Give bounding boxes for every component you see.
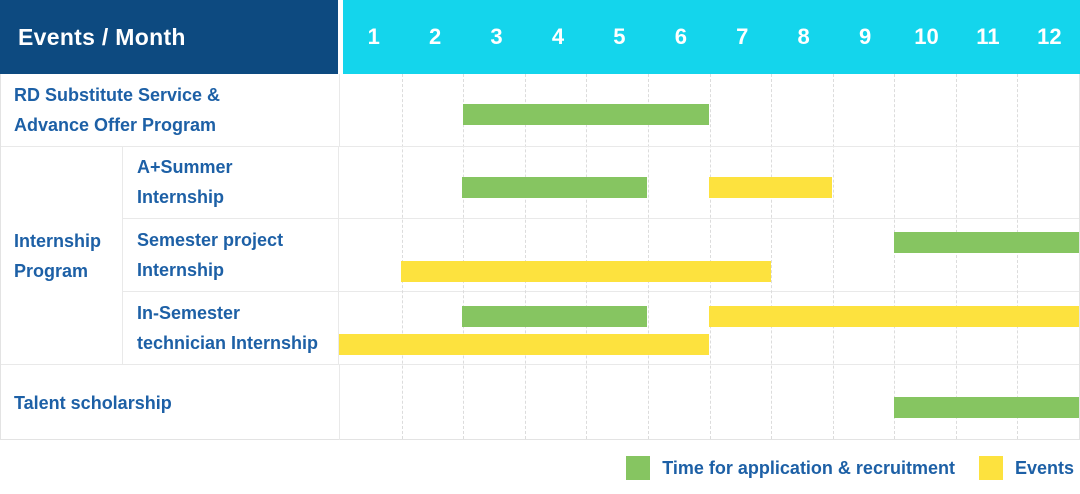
- month-gridlines: [340, 74, 1079, 439]
- legend: Time for application & recruitment Events: [626, 456, 1074, 480]
- month-label-8: 8: [797, 24, 810, 49]
- month-label-1: 1: [367, 24, 380, 49]
- label-line: Internship: [137, 260, 225, 280]
- group-label: Internship Program: [1, 147, 123, 364]
- grid-line: [1017, 74, 1019, 439]
- grid-line: [524, 74, 526, 439]
- row-timeline: [340, 74, 1079, 146]
- month-label-5: 5: [613, 24, 626, 49]
- month-label-7: 7: [736, 24, 749, 49]
- gantt-bar-green-m10-m12: [894, 396, 1079, 418]
- month-header: 1 2 3 4 5 6 7 8 9 10 11 12: [343, 0, 1080, 74]
- schedule-table-body: RD Substitute Service & Advance Offer Pro…: [0, 74, 1080, 440]
- row-label: Semester project Internship: [123, 218, 339, 292]
- label-line: Program: [14, 260, 89, 281]
- grid-line: [832, 74, 834, 439]
- row-timeline: [340, 365, 1079, 440]
- label-line: Advance Offer Program: [14, 115, 217, 135]
- label-line: A+Summer: [137, 157, 233, 178]
- month-label-12: 12: [1037, 24, 1062, 49]
- month-label-2: 2: [429, 24, 442, 49]
- header-divider: [338, 0, 343, 74]
- table-row: In-Semester technician Internship: [123, 292, 1079, 364]
- month-label-3: 3: [490, 24, 503, 49]
- table-row: Talent scholarship: [1, 365, 1079, 440]
- internship-program-group: Internship Program A+Summer Internship Semes…: [1, 147, 1079, 365]
- grid-line: [771, 74, 773, 439]
- label-line: Semester project: [137, 230, 284, 250]
- gantt-bar-yellow-m7-m12: [709, 305, 1079, 327]
- label-line: Internship: [14, 230, 102, 251]
- legend-item-yellow: Events: [978, 456, 1074, 480]
- row-label: A+Summer Internship: [123, 147, 339, 218]
- table-row: A+Summer Internship: [123, 147, 1079, 219]
- row-label: Talent scholarship: [1, 365, 340, 440]
- legend-label: Events: [1014, 457, 1074, 478]
- label-line: RD Substitute Service &: [14, 85, 221, 105]
- gantt-bar-green-m10-m12: [894, 232, 1079, 254]
- grid-line: [401, 74, 403, 439]
- gantt-bar-yellow-m7-m8: [709, 176, 833, 198]
- month-label-6: 6: [674, 24, 687, 49]
- month-label-10: 10: [914, 24, 939, 49]
- grid-line: [894, 74, 896, 439]
- label-line: In-Semester: [137, 303, 241, 324]
- grid-line: [586, 74, 588, 439]
- table-row: Semester project Internship: [123, 218, 1079, 293]
- row-timeline: [339, 219, 1079, 292]
- legend-label: Time for application & recruitment: [662, 457, 955, 478]
- grid-line: [463, 74, 465, 439]
- grid-line: [709, 74, 711, 439]
- grid-line: [647, 74, 649, 439]
- label-line: Internship: [137, 187, 225, 208]
- month-label-11: 11: [976, 24, 1000, 49]
- events-month-header: Events / Month: [0, 0, 338, 74]
- month-label-4: 4: [551, 24, 565, 49]
- month-label-9: 9: [858, 24, 872, 49]
- legend-item-green: Time for application & recruitment: [626, 456, 955, 480]
- gantt-bar-yellow-m1-m6: [339, 333, 709, 355]
- green-swatch: [626, 456, 651, 480]
- label-line: Talent scholarship: [14, 392, 172, 413]
- table-header-row: Events / Month 1 2 3 4 5 6 7 8 9 10 11 12: [0, 0, 1080, 74]
- row-timeline: [339, 292, 1079, 364]
- gantt-bar-green-m3-m5: [462, 176, 648, 198]
- gantt-bar-green-m3-m6: [463, 104, 710, 126]
- group-sub-rows: A+Summer Internship Semester project Intern…: [123, 147, 1079, 364]
- table-row: RD Substitute Service & Advance Offer Pro…: [1, 74, 1079, 147]
- row-label: RD Substitute Service & Advance Offer Pro…: [1, 74, 340, 146]
- grid-line: [955, 74, 957, 439]
- row-timeline: [339, 147, 1079, 218]
- gantt-bar-yellow-m2-m7: [400, 260, 771, 282]
- row-label: In-Semester technician Internship: [123, 292, 339, 364]
- gantt-bar-green-m3-m5: [462, 305, 648, 327]
- yellow-swatch: [978, 456, 1003, 480]
- label-line: technician Internship: [137, 333, 319, 354]
